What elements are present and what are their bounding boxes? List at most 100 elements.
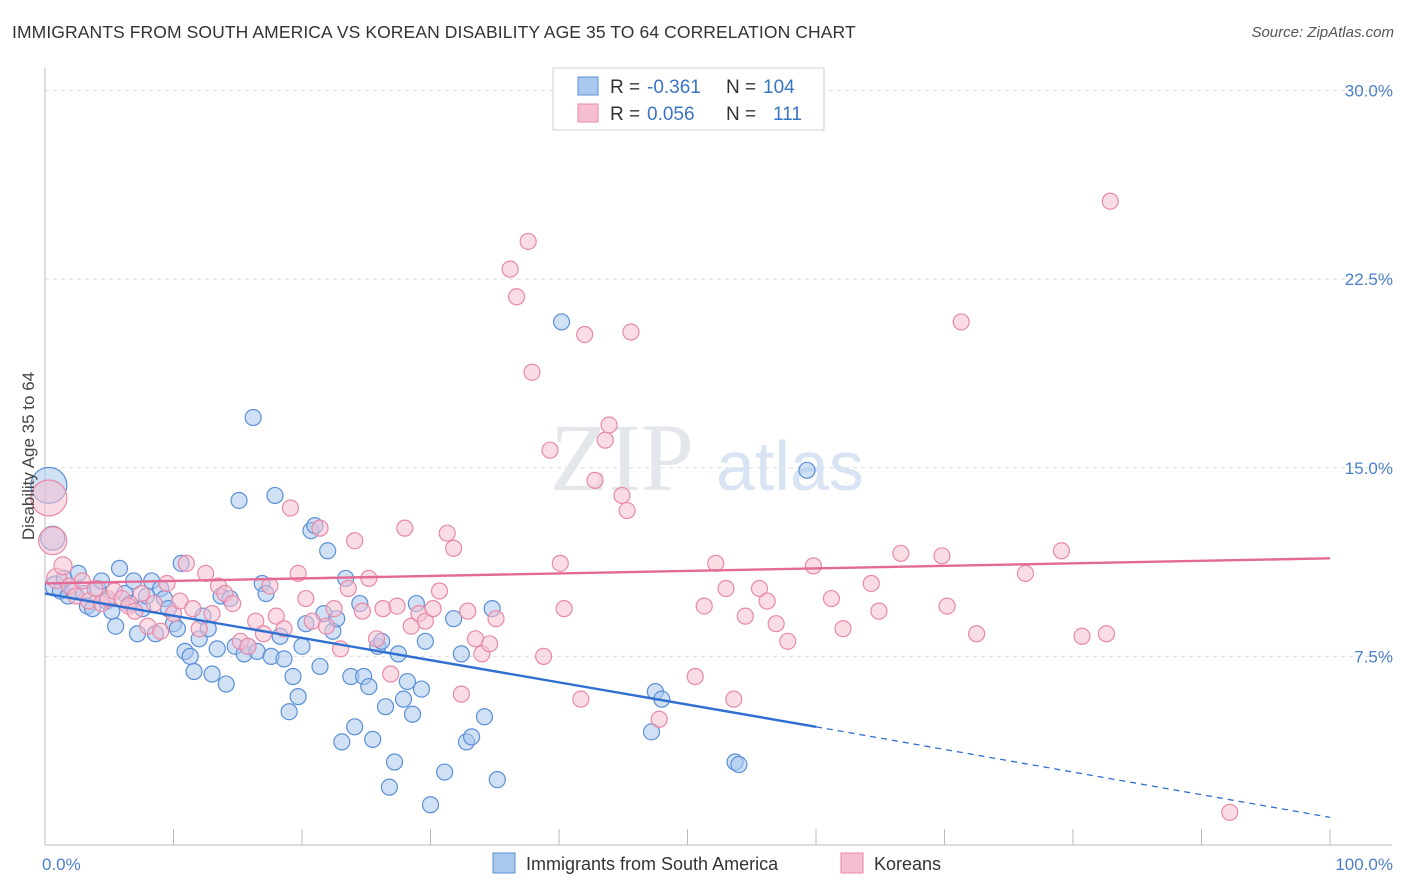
stats-legend-swatch-pink bbox=[577, 103, 599, 123]
point-koreans bbox=[325, 600, 343, 618]
point-immigrants bbox=[364, 730, 382, 748]
point-koreans bbox=[650, 710, 668, 728]
point-immigrants bbox=[107, 617, 125, 635]
point-koreans bbox=[346, 532, 364, 550]
point-immigrants bbox=[244, 408, 262, 427]
stats-n-label-blue: N = bbox=[726, 77, 756, 98]
trend-line-immigrants-extension bbox=[815, 726, 1331, 818]
point-koreans bbox=[541, 441, 559, 459]
point-koreans bbox=[804, 557, 823, 575]
point-koreans bbox=[445, 539, 463, 557]
point-koreans bbox=[686, 667, 704, 686]
point-koreans bbox=[86, 579, 104, 598]
point-koreans bbox=[717, 579, 735, 598]
point-immigrants bbox=[230, 491, 248, 510]
series-legend-swatch-blue bbox=[492, 852, 516, 874]
watermark: ZIP atlas bbox=[550, 404, 864, 511]
point-koreans bbox=[132, 584, 150, 603]
point-koreans bbox=[736, 607, 754, 625]
point-koreans bbox=[459, 602, 477, 620]
point-koreans bbox=[758, 592, 776, 610]
point-koreans bbox=[1052, 542, 1071, 560]
axes bbox=[44, 68, 1392, 846]
point-koreans bbox=[1073, 627, 1091, 645]
point-immigrants bbox=[346, 718, 364, 736]
point-immigrants bbox=[208, 640, 226, 658]
point-koreans bbox=[438, 524, 456, 542]
point-immigrants bbox=[412, 680, 431, 698]
stats-n-value-blue: 104 bbox=[763, 77, 795, 98]
point-immigrants bbox=[266, 486, 284, 505]
y-tick-label: 22.5% bbox=[1345, 270, 1393, 289]
series-legend-label-pink: Koreans bbox=[874, 854, 941, 874]
point-koreans bbox=[862, 574, 880, 593]
point-immigrants bbox=[416, 632, 434, 650]
series-legend-swatch-pink bbox=[840, 852, 864, 874]
point-koreans bbox=[267, 607, 285, 625]
point-koreans bbox=[779, 632, 797, 650]
point-immigrants bbox=[289, 688, 307, 706]
point-koreans bbox=[239, 637, 257, 655]
point-koreans bbox=[1097, 625, 1116, 643]
point-immigrants bbox=[398, 672, 416, 691]
stats-r-value-blue: -0.361 bbox=[647, 77, 701, 98]
point-koreans bbox=[184, 600, 202, 618]
point-immigrants bbox=[445, 610, 463, 628]
series-immigrants-points bbox=[30, 313, 816, 814]
point-immigrants bbox=[475, 708, 494, 726]
point-koreans bbox=[73, 572, 91, 590]
point-immigrants bbox=[203, 665, 221, 683]
point-immigrants bbox=[452, 645, 470, 663]
stats-n-label-pink: N = bbox=[726, 104, 756, 125]
grid bbox=[45, 90, 1392, 657]
point-koreans bbox=[586, 471, 604, 489]
source-label: Source: ZipAtlas.com bbox=[1251, 24, 1394, 41]
stats-n-value-pink: 111 bbox=[773, 104, 802, 125]
point-immigrants bbox=[293, 637, 311, 655]
point-immigrants bbox=[385, 753, 404, 771]
point-immigrants bbox=[642, 723, 661, 741]
point-koreans bbox=[750, 579, 769, 598]
point-koreans bbox=[416, 612, 434, 630]
point-koreans bbox=[281, 499, 300, 517]
point-koreans bbox=[203, 605, 221, 623]
point-immigrants bbox=[360, 677, 378, 696]
point-koreans bbox=[275, 620, 293, 638]
point-koreans bbox=[152, 622, 170, 640]
trend-line-immigrants bbox=[44, 592, 817, 728]
point-immigrants bbox=[280, 703, 298, 721]
point-koreans bbox=[551, 554, 569, 572]
point-immigrants bbox=[436, 763, 454, 781]
point-koreans bbox=[534, 647, 553, 665]
point-immigrants bbox=[380, 778, 398, 796]
point-koreans bbox=[452, 685, 470, 703]
stats-r-value-pink: 0.056 bbox=[647, 104, 695, 125]
point-koreans bbox=[933, 547, 951, 565]
point-koreans bbox=[367, 630, 386, 648]
point-koreans bbox=[1016, 564, 1035, 583]
point-immigrants bbox=[730, 755, 748, 774]
point-koreans bbox=[767, 615, 785, 633]
point-koreans bbox=[158, 574, 176, 593]
point-koreans bbox=[834, 620, 852, 638]
point-koreans bbox=[1101, 192, 1119, 210]
trend-lines bbox=[44, 557, 1331, 818]
point-koreans bbox=[53, 556, 73, 576]
point-koreans bbox=[424, 600, 442, 618]
point-immigrants bbox=[552, 313, 571, 331]
point-koreans bbox=[572, 690, 590, 708]
point-immigrants bbox=[168, 620, 186, 638]
series-legend: Immigrants from South America Koreans bbox=[492, 852, 941, 874]
x-tick-labels: 0.0% 100.0% bbox=[42, 855, 1393, 874]
point-koreans bbox=[576, 325, 594, 344]
point-koreans bbox=[224, 594, 242, 613]
point-koreans bbox=[177, 554, 195, 572]
point-koreans bbox=[822, 589, 841, 608]
point-koreans bbox=[254, 625, 273, 643]
point-immigrants bbox=[421, 796, 440, 814]
point-koreans bbox=[145, 594, 163, 613]
point-koreans bbox=[938, 597, 956, 615]
point-koreans bbox=[870, 602, 888, 620]
point-koreans bbox=[30, 479, 68, 517]
point-koreans bbox=[388, 597, 406, 615]
